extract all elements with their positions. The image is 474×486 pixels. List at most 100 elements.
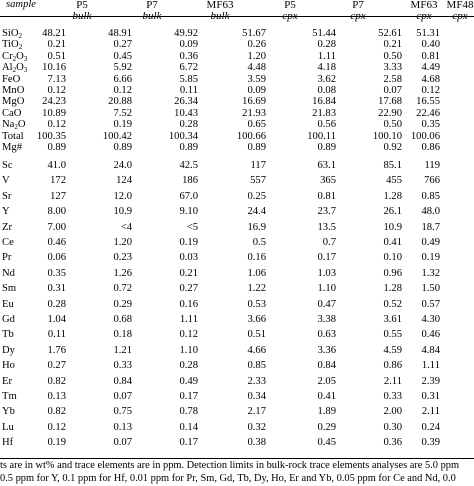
table-cell: 0.82 (47, 375, 66, 387)
row-label: Eu (2, 298, 14, 310)
table-cell: 0.09 (179, 39, 198, 51)
table-cell: 3.59 (247, 73, 266, 85)
table-cell: 3.61 (383, 314, 402, 325)
table-cell: 0.40 (421, 39, 440, 51)
table-cell: 0.19 (421, 252, 440, 264)
table-cell: 26.1 (383, 206, 402, 218)
table-cell: 0.82 (47, 406, 66, 418)
table-cell: 4.68 (421, 73, 440, 85)
table-cell: 0.10 (383, 252, 402, 264)
table-cell: 0.27 (179, 283, 198, 295)
table-cell: 0.06 (47, 252, 66, 264)
table-cell: 0.81 (421, 50, 440, 62)
table-cell: 0.33 (383, 391, 402, 402)
row-label: Al2O3 (2, 62, 28, 75)
table-cell: 0.21 (383, 39, 402, 51)
row-label: Gd (2, 314, 15, 325)
table-cell: 0.07 (113, 391, 132, 402)
table-cell: 0.50 (383, 119, 402, 131)
table-cell: 4.59 (383, 344, 402, 356)
table-cell: 0.51 (47, 50, 66, 62)
row-label: Er (2, 375, 12, 387)
row-label: CaO (2, 107, 22, 119)
row-label: Ho (2, 360, 15, 372)
table-cell: 0.57 (421, 298, 440, 310)
column-header-type: cpx (452, 10, 468, 22)
table-cell: 42.5 (179, 160, 198, 171)
table-cell: 0.12 (47, 421, 66, 433)
table-cell: 5.92 (113, 62, 132, 74)
table-cell: 0.65 (247, 119, 266, 131)
table-cell: 0.14 (179, 421, 198, 433)
row-label: Mg# (2, 142, 23, 153)
row-label: Hf (2, 437, 14, 449)
row-label: Y (2, 206, 10, 218)
table-cell: 0.12 (47, 85, 66, 96)
table-cell: 7.52 (113, 107, 132, 119)
table-cell: 0.03 (179, 252, 198, 264)
table-cell: <5 (186, 221, 198, 233)
table-cell: 0.49 (421, 237, 440, 248)
row-label: Sr (2, 190, 12, 202)
column-header-name: MF48 (446, 0, 474, 11)
table-cell: 10.89 (42, 107, 66, 119)
table-cell: 0.89 (47, 142, 66, 153)
table-cell: 0.13 (47, 391, 66, 402)
row-label: V (2, 175, 10, 187)
table-cell: 85.1 (383, 160, 402, 171)
table-cell: 0.45 (113, 50, 132, 62)
table-cell: 0.13 (113, 421, 132, 433)
row-label: Total (2, 130, 24, 142)
table-cell: 4.30 (421, 314, 440, 325)
table-cell: 0.27 (113, 39, 132, 51)
column-header-name: P5 (284, 0, 296, 11)
table-cell: 48.91 (108, 28, 132, 39)
table-cell: 0.46 (47, 237, 66, 248)
table-cell: 5.85 (179, 73, 198, 85)
table-cell: 8.00 (47, 206, 66, 218)
table-cell: 0.96 (383, 267, 402, 279)
table-cell: 1.50 (421, 283, 440, 295)
table-cell: 67.0 (179, 190, 198, 202)
table-cell: 1.28 (383, 283, 402, 295)
table-cell: 22.90 (378, 107, 402, 119)
table-cell: 17.68 (378, 96, 402, 108)
table-cell: 2.33 (247, 375, 266, 387)
table-cell: 0.12 (179, 329, 198, 341)
table-cell: 21.83 (312, 107, 336, 119)
table-cell: 1.11 (179, 314, 198, 325)
table-cell: 100.35 (36, 130, 66, 142)
table-cell: 0.51 (247, 329, 266, 341)
table-cell: 0.28 (179, 360, 198, 372)
row-label: Lu (2, 421, 14, 433)
row-label: Ce (2, 237, 14, 248)
table-cell: 0.31 (47, 283, 66, 295)
table-cell: 16.55 (416, 96, 440, 108)
row-label: Sc (2, 160, 13, 171)
column-header-name: MF63 (410, 0, 438, 11)
table-cell: 1.76 (47, 344, 66, 356)
table-cell: 0.5 (252, 237, 266, 248)
table-cell: 0.41 (383, 237, 402, 248)
row-label: TiO2 (2, 39, 23, 52)
table-cell: 24.23 (42, 96, 66, 108)
table-cell: 0.17 (179, 391, 198, 402)
table-cell: 0.12 (113, 85, 132, 96)
header-rule (0, 16, 474, 17)
table-cell: 0.07 (113, 437, 132, 449)
table-cell: <4 (120, 221, 132, 233)
row-label: Dy (2, 344, 15, 356)
table-cell: 1.32 (421, 267, 440, 279)
table-cell: 0.50 (383, 50, 402, 62)
table-cell: 1.11 (317, 50, 336, 62)
column-header-type: cpx (282, 10, 298, 22)
table-cell: 0.35 (47, 267, 66, 279)
table-cell: 22.46 (416, 107, 440, 119)
table-cell: 0.17 (179, 437, 198, 449)
table-cell: 16.9 (247, 221, 266, 233)
table-cell: 3.62 (317, 73, 336, 85)
row-label: Pr (2, 252, 12, 264)
table-cell: 455 (386, 175, 402, 187)
table-cell: 23.7 (317, 206, 336, 218)
